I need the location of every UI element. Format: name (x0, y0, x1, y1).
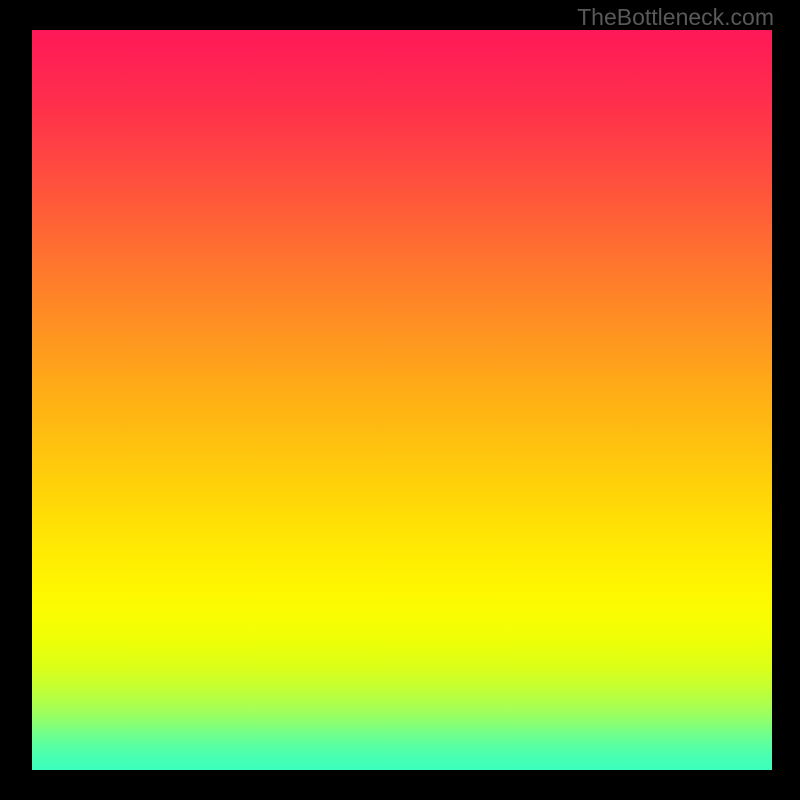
chart-container: TheBottleneck.com (0, 0, 800, 800)
plot-area (32, 30, 772, 770)
watermark-text: TheBottleneck.com (577, 4, 774, 31)
gradient-background (32, 30, 772, 770)
